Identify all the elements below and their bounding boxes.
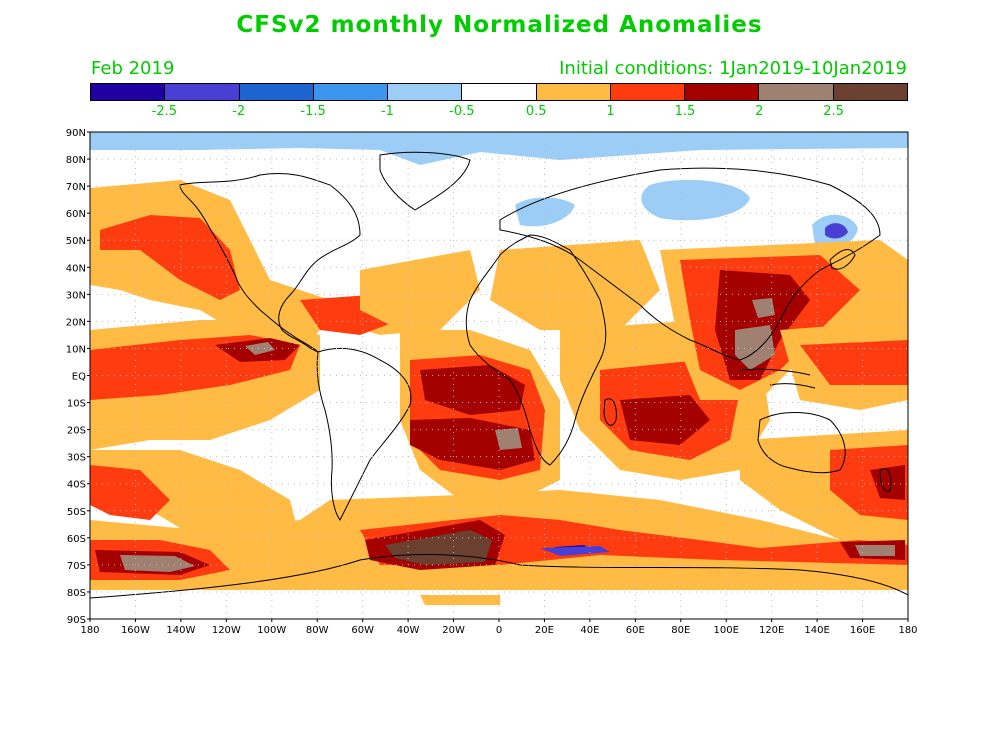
longitude-tick-label: 40E xyxy=(580,625,599,636)
longitude-tick-label: 20E xyxy=(535,625,554,636)
colorbar-box xyxy=(685,84,760,100)
grid-lines xyxy=(90,132,908,619)
latitude-tick-label: 10N xyxy=(66,344,86,355)
colorbar-box xyxy=(759,84,834,100)
latitude-tick-label: EQ xyxy=(72,372,86,383)
colorbar-tick-label: -2.5 xyxy=(151,104,178,119)
longitude-tick-label: 60E xyxy=(626,625,645,636)
latitude-tick-label: 50S xyxy=(67,507,86,518)
forecast-month: Feb 2019 xyxy=(91,58,175,79)
colorbar xyxy=(90,83,908,101)
longitude-tick-label: 120E xyxy=(759,625,784,636)
colorbar-box xyxy=(239,84,314,100)
colorbar-tick-label: 2 xyxy=(755,104,764,119)
longitude-tick-label: 180 xyxy=(80,625,99,636)
latitude-tick-label: 60N xyxy=(66,209,86,220)
latitude-tick-label: 30N xyxy=(66,290,86,301)
colorbar-tick-label: 0.5 xyxy=(525,104,547,119)
coastlines xyxy=(90,151,908,599)
longitude-tick-label: 160W xyxy=(121,625,150,636)
latitude-tick-label: 40S xyxy=(67,480,86,491)
initial-conditions: Initial conditions: 1Jan2019-10Jan2019 xyxy=(559,58,907,79)
latitude-tick-label: 10S xyxy=(67,399,86,410)
longitude-tick-label: 120W xyxy=(212,625,241,636)
colorbar-box xyxy=(91,84,166,100)
colorbar-box xyxy=(313,84,389,100)
latitude-tick-label: 80S xyxy=(67,588,86,599)
colorbar-box xyxy=(388,84,463,100)
colorbar-box xyxy=(536,84,611,100)
longitude-tick-label: 140W xyxy=(166,625,195,636)
longitude-tick-label: 100W xyxy=(257,625,286,636)
colorbar-tick-label: 1 xyxy=(606,104,615,119)
colorbar-box xyxy=(462,84,537,100)
longitude-tick-label: 0 xyxy=(496,625,502,636)
latitude-tick-label: 70S xyxy=(67,561,86,572)
longitude-tick-label: 100E xyxy=(714,625,739,636)
latitude-tick-label: 20S xyxy=(67,426,86,437)
latitude-tick-label: 80N xyxy=(66,155,86,166)
longitude-tick-label: 20W xyxy=(442,625,465,636)
longitude-tick-label: 40W xyxy=(397,625,420,636)
longitude-tick-label: 180 xyxy=(898,625,917,636)
longitude-tick-label: 80E xyxy=(671,625,690,636)
latitude-tick-label: 70N xyxy=(66,182,86,193)
colorbar-tick-label: 1.5 xyxy=(674,104,696,119)
siberia-negative-anomaly xyxy=(641,179,750,221)
latitude-labels: 90N 80N 70N 60N 50N 40N 30N 20N 10N EQ 10S 20S 30S 40… xyxy=(66,128,90,626)
longitude-tick-label: 160E xyxy=(850,625,875,636)
longitude-tick-label: 60W xyxy=(351,625,374,636)
latitude-tick-label: 90S xyxy=(67,615,86,626)
longitude-labels: 180 160W 140W 120W 100W 80W 60W 40W 20W 0 20E 40E 60… xyxy=(80,619,918,636)
latitude-tick-label: 40N xyxy=(66,263,86,274)
longitude-tick-label: 140E xyxy=(804,625,829,636)
colorbar-tick-label: -1.5 xyxy=(300,104,326,119)
colorbar-tick-label: -2 xyxy=(232,104,246,119)
latitude-tick-label: 30S xyxy=(67,453,86,464)
latitude-tick-label: 20N xyxy=(66,317,86,328)
colorbar-tick-label: -1 xyxy=(380,104,394,119)
longitude-tick-label: 80W xyxy=(306,625,329,636)
colorbar-tick-label: 2.5 xyxy=(823,104,844,119)
arctic-negative-anomaly xyxy=(90,132,908,165)
colorbar-box xyxy=(610,84,686,100)
latitude-tick-label: 50N xyxy=(66,236,86,247)
latitude-tick-label: 90N xyxy=(66,128,86,139)
colorbar-box xyxy=(833,84,907,100)
colorbar-tick-label: -0.5 xyxy=(449,104,475,119)
map-title: CFSv2 monthly Normalized Anomalies xyxy=(236,12,763,38)
latitude-tick-label: 60S xyxy=(67,534,86,545)
colorbar-box xyxy=(165,84,240,100)
